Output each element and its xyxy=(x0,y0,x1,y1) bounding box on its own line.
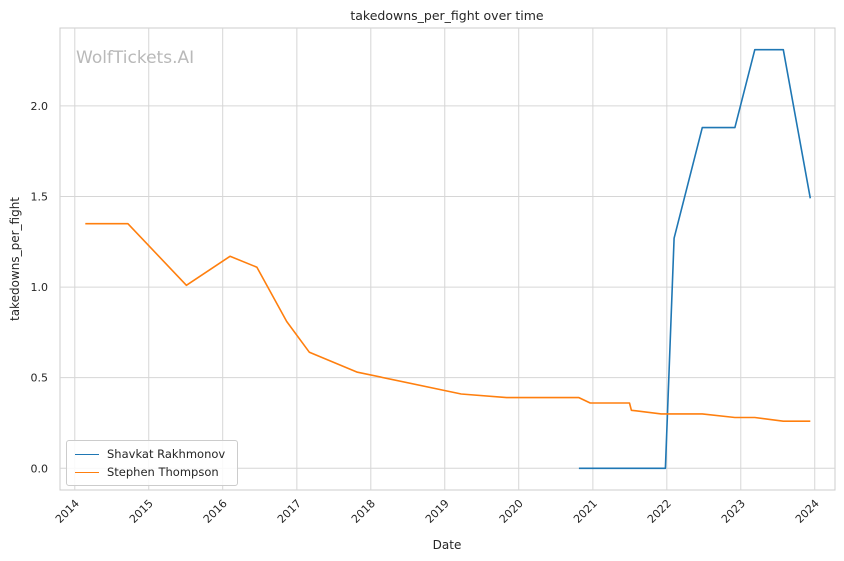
legend-label-stephen: Stephen Thompson xyxy=(107,465,219,479)
plot-area: 2014 2015 2016 2017 2018 2019 2020 2021 2022 2023… xyxy=(31,27,836,526)
y-axis-ticks: 0.0 0.5 1.0 1.5 2.0 xyxy=(31,100,49,475)
x-tick-label: 2015 xyxy=(127,497,156,526)
legend-swatch-stephen xyxy=(75,471,99,473)
x-tick-label: 2021 xyxy=(571,497,600,526)
legend-item-shavkat: Shavkat Rakhmonov xyxy=(75,446,225,462)
x-tick-label: 2020 xyxy=(497,497,526,526)
x-tick-label: 2022 xyxy=(645,497,674,526)
x-tick-label: 2016 xyxy=(201,497,230,526)
chart-title: takedowns_per_fight over time xyxy=(350,8,544,23)
x-tick-label: 2019 xyxy=(423,497,452,526)
y-tick-label: 1.5 xyxy=(31,190,49,203)
legend: Shavkat Rakhmonov Stephen Thompson xyxy=(66,440,238,486)
plot-frame xyxy=(59,27,836,491)
x-tick-label: 2018 xyxy=(349,497,378,526)
x-tick-label: 2014 xyxy=(53,497,82,526)
series-lines xyxy=(85,48,812,470)
y-tick-label: 2.0 xyxy=(31,100,49,113)
grid-lines xyxy=(60,28,835,490)
y-tick-label: 0.5 xyxy=(31,372,49,385)
y-tick-label: 1.0 xyxy=(31,281,49,294)
x-tick-label: 2017 xyxy=(275,497,304,526)
watermark-text: WolfTickets.AI xyxy=(76,48,195,68)
legend-swatch-shavkat xyxy=(75,453,99,455)
y-tick-label: 0.0 xyxy=(31,462,49,475)
series-line-stephen-thompson xyxy=(85,222,811,423)
y-axis-label: takedowns_per_fight xyxy=(8,197,22,321)
legend-item-stephen: Stephen Thompson xyxy=(75,464,219,480)
x-tick-label: 2023 xyxy=(719,497,748,526)
x-tick-label: 2024 xyxy=(793,497,822,526)
x-axis-ticks: 2014 2015 2016 2017 2018 2019 2020 2021 2022 2023… xyxy=(53,497,822,526)
series-line-shavkat-rakhmonov xyxy=(578,48,812,470)
x-axis-label: Date xyxy=(433,538,462,552)
legend-label-shavkat: Shavkat Rakhmonov xyxy=(107,447,226,461)
